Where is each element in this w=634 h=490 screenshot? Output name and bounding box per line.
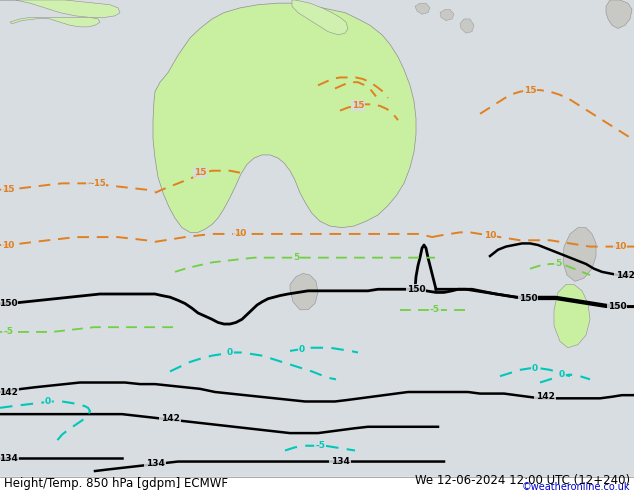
Polygon shape: [563, 228, 596, 281]
Text: -5: -5: [3, 327, 13, 337]
Text: ∼15: ∼15: [87, 179, 105, 188]
Text: 142: 142: [0, 388, 18, 396]
Text: 10: 10: [234, 229, 246, 239]
Text: ©weatheronline.co.uk: ©weatheronline.co.uk: [522, 482, 630, 490]
Text: 150: 150: [519, 294, 537, 303]
Text: 0: 0: [45, 397, 51, 406]
Text: 0: 0: [227, 348, 233, 357]
Text: 15: 15: [2, 185, 14, 194]
Text: We 12-06-2024 12:00 UTC (12+240): We 12-06-2024 12:00 UTC (12+240): [415, 474, 630, 487]
Text: 150: 150: [406, 285, 425, 294]
Text: 15: 15: [524, 86, 536, 95]
Text: Height/Temp. 850 hPa [gdpm] ECMWF: Height/Temp. 850 hPa [gdpm] ECMWF: [4, 477, 228, 490]
Text: 0: 0: [299, 345, 305, 354]
Polygon shape: [153, 3, 416, 232]
Text: 15: 15: [194, 168, 206, 177]
Text: 5: 5: [555, 260, 561, 269]
Polygon shape: [10, 17, 100, 27]
Polygon shape: [460, 19, 474, 33]
Text: 10: 10: [484, 231, 496, 240]
Polygon shape: [292, 0, 348, 35]
Text: 10: 10: [614, 242, 626, 251]
Text: 150: 150: [607, 302, 626, 311]
Text: -5: -5: [315, 441, 325, 450]
Polygon shape: [554, 285, 590, 348]
Text: 134: 134: [0, 454, 18, 463]
Text: 0: 0: [532, 364, 538, 373]
Polygon shape: [290, 273, 318, 310]
Polygon shape: [440, 9, 454, 21]
Polygon shape: [606, 0, 632, 28]
Polygon shape: [415, 3, 430, 14]
Polygon shape: [0, 0, 120, 17]
Text: 142: 142: [160, 415, 179, 423]
Text: 15: 15: [352, 101, 365, 110]
Text: 134: 134: [146, 459, 164, 467]
Text: 142: 142: [536, 392, 555, 401]
Text: 142: 142: [616, 270, 634, 279]
Text: 0: 0: [559, 370, 565, 379]
Text: 5: 5: [293, 253, 299, 262]
Text: -5: -5: [430, 305, 440, 314]
Text: 134: 134: [330, 457, 349, 466]
Text: 10: 10: [2, 241, 14, 249]
Text: 150: 150: [0, 299, 17, 308]
